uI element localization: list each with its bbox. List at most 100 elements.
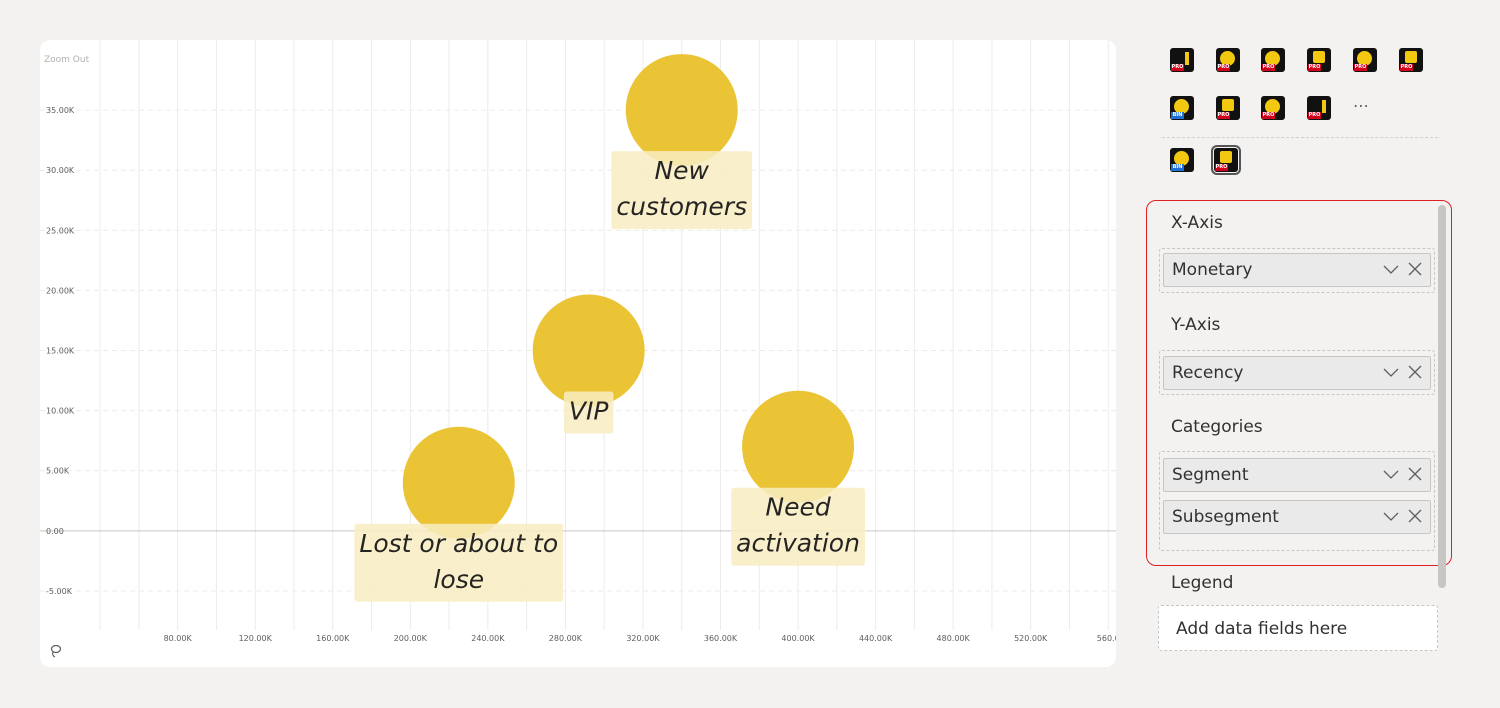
y-axis-well-title: Y-Axis [1171, 315, 1221, 335]
chevron-down-icon[interactable] [1382, 507, 1400, 525]
categories-well-title: Categories [1171, 417, 1263, 437]
bubble-point[interactable]: Need activation [731, 390, 865, 566]
x-tick-label: 80.00K [164, 634, 193, 643]
y-tick-label: 25.00K [46, 226, 75, 235]
pane-scrollbar[interactable] [1438, 205, 1446, 588]
x-tick-label: 120.00K [239, 634, 273, 643]
bubble-label: customers [616, 192, 747, 221]
x-axis-field-monetary[interactable]: Monetary [1163, 253, 1431, 287]
y-tick-label: 0.00 [46, 527, 64, 536]
icon-tag: PRO [1217, 64, 1230, 71]
icon-tag: PRO [1171, 64, 1184, 71]
y-tick-label: 15.00K [46, 347, 75, 356]
sunburst-chart-bin-icon[interactable]: BIN [1170, 96, 1194, 120]
icon-glyph [1265, 51, 1280, 66]
lasso-icon[interactable] [49, 644, 63, 660]
donut-chart-pro-icon[interactable]: PRO [1216, 48, 1240, 72]
bubble-point[interactable]: New customers [611, 54, 753, 230]
x-tick-label: 320.00K [626, 634, 660, 643]
org-chart-pro-icon[interactable]: PRO [1307, 48, 1331, 72]
y-tick-label: 35.00K [46, 106, 75, 115]
bubble-label: activation [736, 529, 860, 558]
area-chart-pro-icon[interactable]: PRO [1307, 96, 1331, 120]
icon-tag: BIN [1171, 164, 1184, 171]
network-chart-pro-icon[interactable]: PRO [1261, 96, 1285, 120]
zoom-out-button[interactable]: Zoom Out [44, 55, 90, 65]
bubble-label: VIP [569, 397, 609, 426]
scatter-chart-visual[interactable]: 35.00K 30.00K 25.00K 20.00K 15.00K 10.00K 5.00… [40, 40, 1116, 667]
close-icon[interactable] [1406, 507, 1424, 525]
x-axis-well-title: X-Axis [1171, 213, 1223, 233]
funnel-chart-pro-icon[interactable]: PRO [1399, 48, 1423, 72]
y-tick-label: -5.00K [46, 587, 73, 596]
icon-tag: PRO [1308, 64, 1321, 71]
close-icon[interactable] [1406, 260, 1424, 278]
icon-glyph [1405, 51, 1417, 63]
bubble-label-bg [731, 487, 865, 566]
bubble-chart-bin-icon[interactable]: BIN [1170, 148, 1194, 172]
field-name: Monetary [1172, 260, 1253, 280]
bubble-marker [532, 294, 645, 407]
x-tick-label: 360.00K [704, 634, 738, 643]
chevron-down-icon[interactable] [1382, 260, 1400, 278]
icon-glyph [1220, 51, 1235, 66]
legend-well-title: Legend [1171, 573, 1234, 593]
bubble-point[interactable]: VIP [532, 294, 645, 434]
bubble-label: New [654, 156, 709, 185]
x-tick-label: 440.00K [859, 634, 893, 643]
radar-chart-pro-icon[interactable]: PRO [1261, 48, 1285, 72]
x-tick-label: 560.0 [1097, 634, 1116, 643]
bubble-marker [625, 54, 738, 167]
icon-glyph [1174, 99, 1189, 114]
gauge-chart-pro-icon[interactable]: PRO [1353, 48, 1377, 72]
icon-tag: PRO [1217, 112, 1230, 119]
y-tick-label: 10.00K [46, 407, 75, 416]
categories-field-subsegment[interactable]: Subsegment [1163, 500, 1431, 534]
x-tick-label: 480.00K [937, 634, 971, 643]
chevron-down-icon[interactable] [1382, 363, 1400, 381]
icon-tag: PRO [1308, 112, 1321, 119]
x-tick-label: 160.00K [316, 634, 350, 643]
bubble-label-bg [563, 391, 614, 434]
icon-glyph [1357, 51, 1372, 66]
icon-tag: PRO [1215, 164, 1228, 171]
field-name: Segment [1172, 465, 1249, 485]
field-wells-highlight [1146, 200, 1452, 566]
bubble-point[interactable]: Lost or about to lose [354, 426, 564, 602]
dot-chart-pro-icon[interactable]: PRO [1216, 96, 1240, 120]
icon-glyph [1174, 151, 1189, 166]
field-name: Recency [1172, 363, 1244, 383]
close-icon[interactable] [1406, 465, 1424, 483]
bubble-label: Lost or about to [359, 529, 558, 558]
y-tick-label: 20.00K [46, 286, 75, 295]
bubble-label-bg [354, 523, 564, 602]
icon-glyph [1222, 99, 1234, 111]
quadrant-chart-pro-icon[interactable]: PRO [1211, 145, 1241, 175]
close-icon[interactable] [1406, 363, 1424, 381]
y-axis-field-recency[interactable]: Recency [1163, 356, 1431, 390]
chart-canvas: 35.00K 30.00K 25.00K 20.00K 15.00K 10.00K 5.00… [40, 40, 1116, 643]
categories-field-segment[interactable]: Segment [1163, 458, 1431, 492]
icon-glyph [1220, 151, 1232, 163]
bubble-label-bg [611, 151, 753, 230]
y-tick-label: 30.00K [46, 166, 75, 175]
x-tick-label: 200.00K [394, 634, 428, 643]
more-visuals-button[interactable]: ⋯ [1353, 96, 1371, 115]
icon-tag: PRO [1400, 64, 1413, 71]
chevron-down-icon[interactable] [1382, 465, 1400, 483]
y-axis-well[interactable] [1159, 350, 1435, 395]
field-name: Subsegment [1172, 507, 1279, 527]
icon-tag: PRO [1262, 112, 1275, 119]
bubbles: New customers VIP Need activation Lost or abo… [354, 54, 865, 602]
x-tick-label: 400.00K [781, 634, 815, 643]
x-tick-label: 520.00K [1014, 634, 1048, 643]
icon-tag: BIN [1171, 112, 1184, 119]
icon-glyph [1322, 100, 1326, 113]
bubble-marker [742, 390, 855, 503]
legend-placeholder: Add data fields here [1176, 619, 1348, 639]
legend-drop-zone[interactable]: Add data fields here [1158, 605, 1438, 651]
bubble-label: Need [765, 493, 830, 522]
categories-well[interactable] [1159, 451, 1435, 551]
x-axis-well[interactable] [1159, 248, 1435, 293]
bar-chart-pro-icon[interactable]: PRO [1170, 48, 1194, 72]
